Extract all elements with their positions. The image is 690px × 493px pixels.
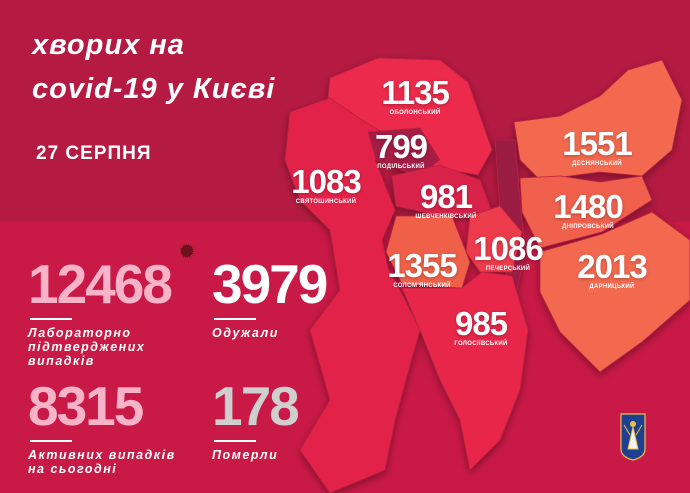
district-shape-darnytsia bbox=[539, 211, 690, 373]
district-dnipro: 1480 ДНІПРОВСЬКИЙ bbox=[553, 188, 623, 230]
date-label: 27 СЕРПНЯ bbox=[36, 143, 152, 164]
district-holosiiv: 985 ГОЛОСІЇВСЬКИЙ bbox=[454, 305, 508, 347]
district-pechersk: 1086 ПЕЧЕРСЬКИЙ bbox=[473, 230, 543, 272]
stat-confirmed: 12468 Лабораторно підтверджених випадків bbox=[28, 253, 173, 369]
stat-recovered: 3979 Одужали bbox=[212, 253, 328, 341]
district-sviatoshyn: 1083 СВЯТОШИНСЬКИЙ bbox=[291, 163, 361, 205]
stat-deaths: 178 Померли bbox=[212, 375, 300, 463]
stat-active: 8315 Активних випадків на сьогодні bbox=[28, 375, 176, 477]
district-podil: 799 ПОДІЛЬСЬКИЙ bbox=[374, 128, 428, 170]
district-shevchenko: 981 ШЕВЧЕНКІВСЬКИЙ bbox=[415, 178, 477, 220]
district-shape-dnipro bbox=[519, 175, 653, 249]
district-solomyan: 1355 СОЛОМ'ЯНСЬКИЙ bbox=[387, 247, 457, 289]
district-darnytsia: 2013 ДАРНИЦЬКИЙ bbox=[577, 248, 647, 290]
district-shape-desnyan bbox=[513, 59, 683, 181]
virus-icon bbox=[180, 244, 194, 258]
title-line-2: covid-19 у Києві bbox=[32, 73, 276, 105]
kyiv-coat-of-arms-icon bbox=[620, 413, 646, 461]
district-desnyan: 1551 ДЕСНЯНСЬКИЙ bbox=[562, 125, 632, 167]
district-shape-pechersk bbox=[465, 205, 523, 273]
district-obolon: 1135 ОБОЛОНСЬКИЙ bbox=[381, 74, 450, 116]
district-shape-holosiiv bbox=[401, 271, 529, 471]
title-line-1: хворих на bbox=[32, 29, 185, 61]
